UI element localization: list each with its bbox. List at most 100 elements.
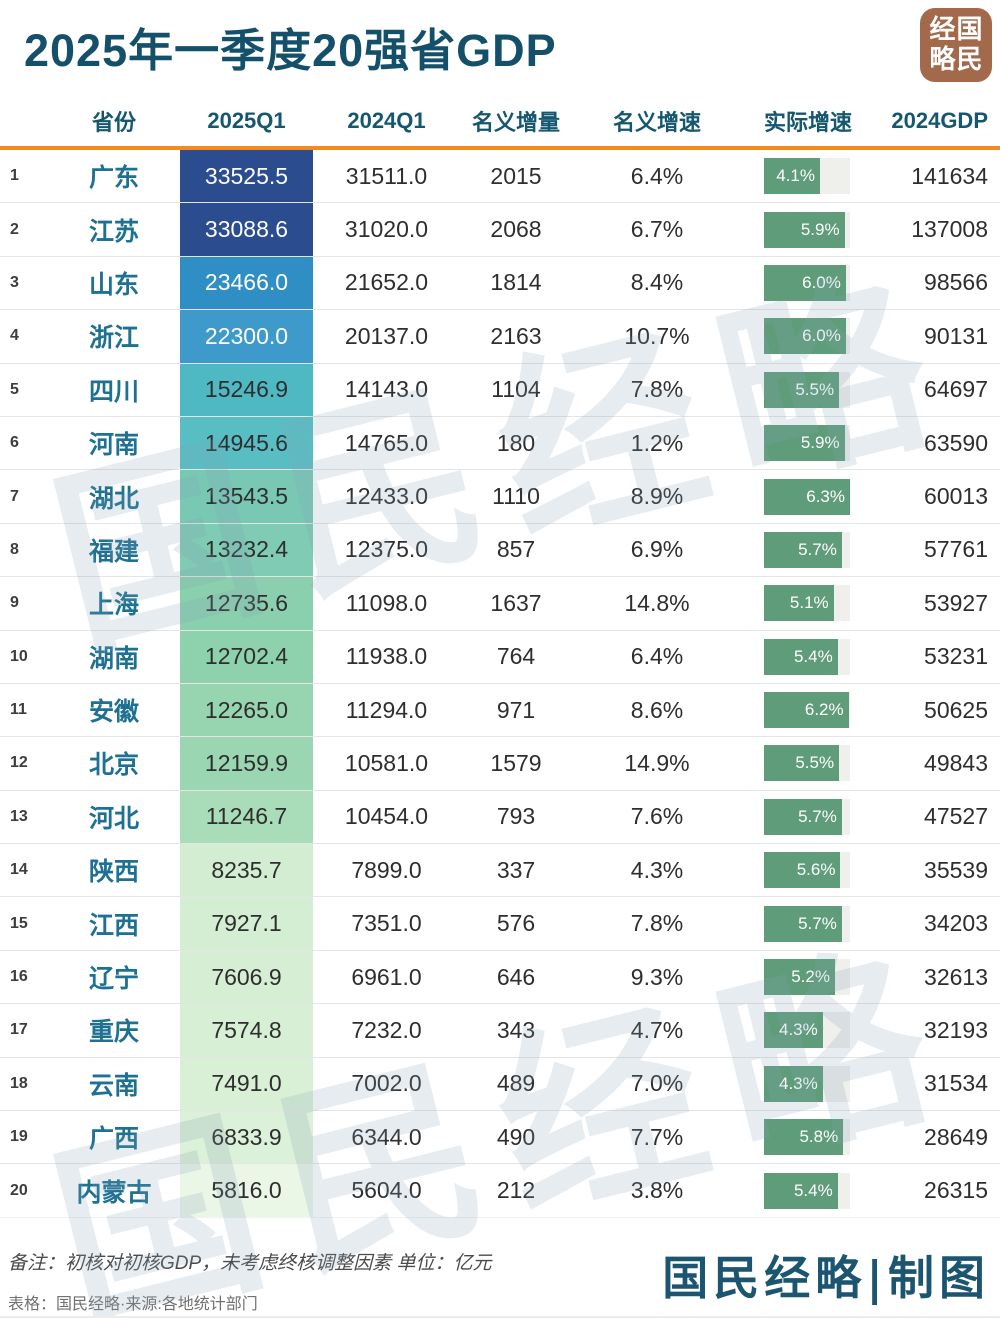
nominal-growth-value: 3.8% [630,1177,684,1204]
province-name: 江西 [88,911,139,940]
gdp-2025q1-heat-cell: 12265.0 [180,683,313,737]
rank-label: 18 [10,1074,28,1092]
rank-label: 16 [10,968,28,986]
rank-label: 9 [10,594,19,612]
bar-track: 6.0% [764,318,850,355]
table-row: 18 云南 7491.0 7002.0 489 7.0% 4.3% 31534 [0,1057,1000,1112]
table-row: 13 河北 11246.7 10454.0 793 7.6% 5.7% 4752… [0,790,1000,845]
gdp-2024q1-value: 7351.0 [351,910,422,937]
real-growth-value: 4.3% [778,1073,818,1093]
rank-label: 8 [10,540,19,558]
bar-fill: 6.0% [764,264,846,301]
province-name: 上海 [88,591,139,620]
nominal-growth-value: 14.9% [624,749,690,776]
table-row: 14 陕西 8235.7 7899.0 337 4.3% 5.6% 35539 [0,844,1000,898]
column-header-real-growth: 实际增速 [764,110,853,135]
nominal-growth-value: 14.8% [624,589,690,616]
real-growth-bar: 5.1% [742,585,868,622]
column-header-nominal-increment: 名义增量 [471,110,560,135]
badge-char: 略 [929,45,956,75]
province-name: 浙江 [88,324,139,353]
province-name: 河南 [88,431,139,460]
real-growth-bar: 5.7% [742,798,868,835]
bar-fill: 5.2% [764,959,835,996]
gdp-2025q1-heat-cell: 7574.8 [180,1004,313,1057]
bar-track: 5.7% [764,905,850,942]
real-growth-value: 5.4% [793,646,833,666]
bar-fill: 5.6% [764,852,841,889]
real-growth-bar: 5.6% [742,852,868,889]
table-header-row: 省份 2025Q1 2024Q1 名义增量 名义增速 实际增速 2024GDP [0,96,1000,146]
real-growth-bar: 6.0% [742,264,868,301]
bar-track: 5.9% [764,425,850,462]
gdp-2024q1-value: 11294.0 [345,696,428,723]
table-row: 8 福建 13232.4 12375.0 857 6.9% 5.7% 57761 [0,523,1000,578]
bar-fill: 5.8% [764,1119,844,1156]
gdp-2024q1-value: 10454.0 [344,803,429,830]
real-growth-bar: 6.3% [742,478,868,515]
real-growth-bar: 4.3% [742,1065,868,1102]
real-growth-value: 4.3% [778,1020,818,1040]
province-name: 北京 [88,751,139,780]
bar-track: 5.7% [764,531,850,568]
rank-label: 14 [10,861,28,879]
gdp-2025q1-heat-cell: 8235.7 [180,844,313,897]
gdp-2024q1-value: 11938.0 [345,643,428,670]
real-growth-bar: 5.4% [742,638,868,675]
bar-track: 5.1% [764,585,850,622]
rank-label: 4 [10,327,19,345]
gdp-2025q1-heat-cell: 5816.0 [180,1164,313,1217]
gdp-2025q1-heat-cell: 11246.7 [180,790,313,844]
rank-label: 5 [10,380,19,398]
table-row: 6 河南 14945.6 14765.0 180 1.2% 5.9% 63590 [0,416,1000,471]
nominal-increment-value: 1579 [490,749,542,776]
gdp-2025q1-heat-cell: 6833.9 [180,1111,313,1164]
nominal-increment-value: 857 [496,536,536,563]
nominal-increment-value: 793 [496,803,536,830]
table-row: 1 广东 33525.5 31511.0 2015 6.4% 4.1% 1416… [0,150,1000,204]
bar-fill: 6.2% [764,692,849,729]
province-name: 江苏 [88,217,139,246]
province-name: 湖南 [88,644,139,673]
nominal-increment-value: 1814 [490,269,542,296]
gdp-2024q1-value: 14765.0 [344,429,429,456]
nominal-increment-value: 212 [496,1177,536,1204]
nominal-growth-value: 7.0% [630,1070,684,1097]
province-name: 福建 [88,537,139,566]
bar-fill: 5.7% [764,905,842,942]
real-growth-bar: 5.5% [742,745,868,782]
rank-label: 13 [10,807,28,825]
gdp-2024-value: 64697 [924,376,988,403]
nominal-growth-value: 6.9% [630,536,684,563]
real-growth-value: 5.7% [798,913,837,933]
gdp-2024-value: 63590 [924,429,988,456]
rank-label: 17 [10,1021,28,1039]
real-growth-value: 5.9% [800,219,840,239]
real-growth-value: 6.0% [802,272,841,292]
real-growth-bar: 4.1% [742,158,868,195]
province-name: 广东 [88,164,139,193]
gdp-2024q1-value: 11098.0 [345,589,428,616]
nominal-increment-value: 646 [496,963,536,990]
gdp-2024q1-value: 7002.0 [351,1070,422,1097]
bar-track: 4.1% [764,158,850,195]
gdp-2024-value: 60013 [924,483,988,510]
real-growth-bar: 6.2% [742,692,868,729]
nominal-increment-value: 1104 [491,376,541,403]
real-growth-value: 5.8% [799,1127,839,1147]
nominal-growth-value: 7.7% [630,1123,684,1150]
real-growth-bar: 6.0% [742,318,868,355]
nominal-increment-value: 764 [496,643,536,670]
bar-track: 6.2% [764,692,850,729]
gdp-2025q1-heat-cell: 7606.9 [180,950,313,1004]
nominal-increment-value: 2068 [490,216,542,243]
province-name: 重庆 [88,1018,139,1047]
real-growth-value: 6.0% [802,326,841,346]
real-growth-value: 5.7% [798,806,837,826]
bar-track: 4.3% [764,1065,850,1102]
bar-track: 5.5% [764,371,850,408]
gdp-2024-value: 34203 [924,910,988,937]
bar-fill: 6.3% [764,478,850,515]
nominal-growth-value: 4.7% [630,1016,684,1043]
